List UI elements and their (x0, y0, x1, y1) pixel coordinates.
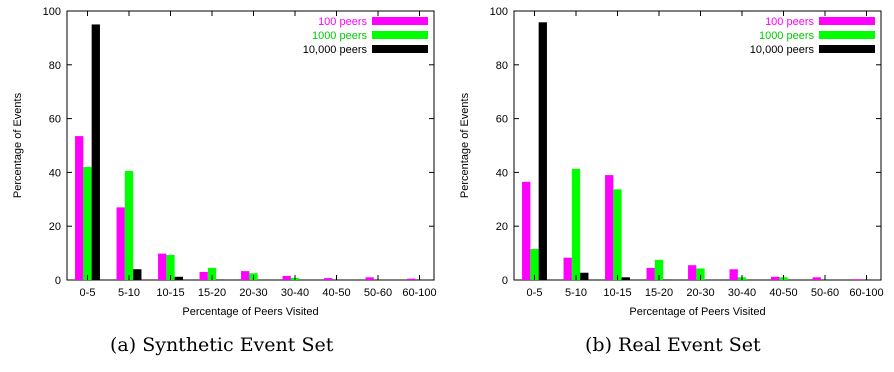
bar-100-peers (324, 278, 333, 280)
bar-1000-peers (166, 254, 175, 280)
bar-1000-peers (83, 167, 92, 280)
bar-1000-peers (654, 259, 664, 280)
bar-1000-peers (571, 168, 581, 280)
caption-synthetic: (a) Synthetic Event Set (110, 334, 334, 356)
bar-chart-real: 0 20 40 60 80 100 0-5 5-10 10-15 15-20 20-30 30-40 4… (459, 6, 884, 318)
x-tick-label: 60-100 (402, 287, 436, 299)
bar-1000-peers (530, 249, 539, 280)
y-axis-label: Percentage of Events (459, 92, 471, 198)
bar-100-peers (563, 257, 572, 280)
bar-10000-peers (621, 277, 630, 280)
legend-swatch (372, 17, 428, 25)
x-axis-label: Percentage of Peers Visited (182, 306, 318, 318)
legend-label: 100 peers (318, 16, 367, 28)
bar-100-peers (688, 265, 697, 280)
y-tick-label: 80 (49, 60, 61, 72)
bar-100-peers (158, 253, 167, 280)
bar-1000-peers (613, 189, 622, 280)
legend-swatch (819, 45, 875, 53)
y-tick-label: 0 (55, 275, 61, 287)
bar-10000-peers (580, 272, 589, 280)
bar-100-peers (282, 275, 291, 280)
bar-10000-peers (663, 279, 672, 280)
legend-swatch (372, 31, 428, 39)
bar-10000-peers (91, 24, 100, 281)
x-tick-label: 10-15 (156, 287, 184, 299)
x-tick-label: 40-50 (769, 287, 797, 299)
legend-swatch (372, 45, 428, 53)
x-tick-label: 60-100 (849, 287, 883, 299)
y-tick-label: 60 (496, 114, 508, 126)
legend-label: 1000 peers (759, 30, 815, 42)
chart-panel-real: 0 20 40 60 80 100 0-5 5-10 10-15 15-20 20-30 30-40 4… (447, 0, 894, 330)
bar-10000-peers (133, 269, 142, 280)
bar-10000-peers (174, 276, 183, 280)
legend-swatch (819, 31, 875, 39)
y-tick-label: 100 (490, 6, 508, 18)
bar-100-peers (75, 136, 84, 280)
y-tick-label: 60 (49, 114, 61, 126)
y-tick-label: 100 (43, 6, 61, 18)
x-axis-label: Percentage of Peers Visited (629, 306, 765, 318)
x-tick-label: 40-50 (322, 287, 350, 299)
y-tick-label: 40 (496, 167, 508, 179)
x-tick-label: 5-10 (565, 287, 587, 299)
x-tick-label: 20-30 (686, 287, 714, 299)
bar-chart-synthetic: 0 20 40 60 80 100 0-5 5-10 10-15 15-20 20-30 30-40 4… (12, 6, 437, 318)
x-tick-label: 5-10 (118, 287, 140, 299)
chart-panel-synthetic: 0 20 40 60 80 100 0-5 5-10 10-15 15-20 20-30 30-40 4… (0, 0, 447, 330)
bar-100-peers (729, 269, 738, 280)
x-tick-label: 30-40 (281, 287, 309, 299)
x-tick-label: 20-30 (239, 287, 267, 299)
legend-label: 1000 peers (312, 30, 368, 42)
y-tick-label: 20 (496, 221, 508, 233)
y-axis-label: Percentage of Events (12, 92, 24, 198)
legend-swatch (819, 17, 875, 25)
bar-100-peers (771, 276, 780, 280)
legend-label: 10,000 peers (303, 44, 368, 56)
x-tick-label: 15-20 (198, 287, 226, 299)
x-tick-label: 10-15 (603, 287, 631, 299)
x-tick-label: 15-20 (645, 287, 673, 299)
legend-label: 10,000 peers (750, 44, 815, 56)
x-tick-label: 50-60 (811, 287, 839, 299)
x-tick-label: 30-40 (728, 287, 756, 299)
bar-10000-peers (538, 22, 547, 280)
y-tick-label: 40 (49, 167, 61, 179)
bar-1000-peers (207, 267, 217, 280)
bar-100-peers (522, 181, 531, 280)
bar-100-peers (605, 175, 614, 280)
bar-100-peers (854, 279, 863, 280)
y-tick-label: 20 (49, 221, 61, 233)
bar-100-peers (116, 207, 125, 280)
y-tick-label: 0 (502, 275, 508, 287)
bar-1000-peers (124, 171, 134, 280)
x-tick-label: 0-5 (527, 287, 543, 299)
bar-100-peers (407, 278, 416, 280)
bar-100-peers (241, 271, 250, 280)
bar-100-peers (365, 277, 374, 280)
x-tick-label: 0-5 (80, 287, 96, 299)
bar-1000-peers (696, 268, 705, 280)
x-tick-label: 50-60 (364, 287, 392, 299)
bar-100-peers (199, 271, 208, 280)
bar-100-peers (812, 277, 821, 280)
legend-label: 100 peers (765, 16, 814, 28)
y-tick-label: 80 (496, 60, 508, 72)
bar-100-peers (646, 267, 655, 280)
caption-real: (b) Real Event Set (585, 334, 761, 356)
bar-10000-peers (216, 279, 225, 280)
